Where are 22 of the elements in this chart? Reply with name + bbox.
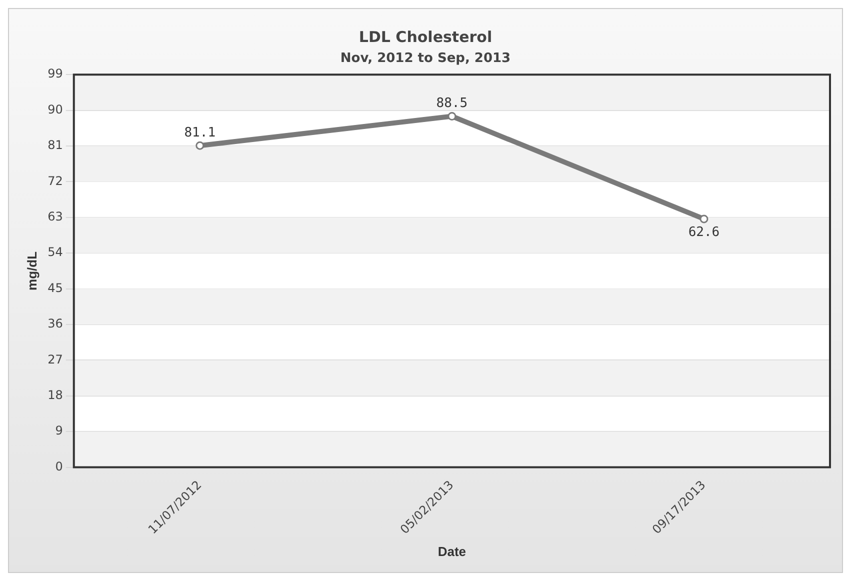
point xyxy=(196,141,204,150)
y-axis-title: mg/dL xyxy=(24,251,40,290)
data-label: 88.5 xyxy=(436,96,468,112)
y-tick-label: 72 xyxy=(48,174,63,188)
y-tick-label: 90 xyxy=(48,102,63,116)
y-tick-label: 27 xyxy=(48,352,63,366)
chart-title: LDL Cholesterol xyxy=(358,28,492,46)
y-tick-label: 9 xyxy=(55,424,63,438)
point xyxy=(700,214,708,224)
y-tick-label: 0 xyxy=(55,459,63,474)
x-axis-title: Date xyxy=(438,544,466,559)
y-tick-label: 36 xyxy=(48,316,63,331)
y-tick-label: 18 xyxy=(48,388,63,402)
y-tick-label: 63 xyxy=(48,210,63,224)
y-tick-label: 81 xyxy=(48,138,63,152)
y-tick-label: 45 xyxy=(48,280,63,295)
y-tick-label: 54 xyxy=(48,245,63,260)
chart-subtitle: Nov, 2012 to Sep, 2013 xyxy=(340,51,511,66)
point xyxy=(448,112,456,120)
data-label: 81.1 xyxy=(184,125,216,140)
y-tick-label: 99 xyxy=(48,66,63,81)
data-label: 62.6 xyxy=(688,224,720,240)
